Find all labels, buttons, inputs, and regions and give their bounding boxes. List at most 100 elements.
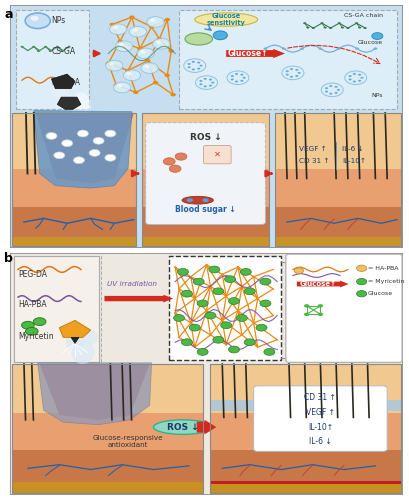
Bar <box>275 113 401 246</box>
Circle shape <box>157 38 162 40</box>
Circle shape <box>197 62 200 64</box>
Circle shape <box>318 312 323 316</box>
Text: Glucose-responsive
antioxidant: Glucose-responsive antioxidant <box>93 435 163 448</box>
Circle shape <box>358 80 361 82</box>
Bar <box>12 113 136 168</box>
Circle shape <box>182 290 192 297</box>
Circle shape <box>153 81 158 84</box>
FancyBboxPatch shape <box>204 146 231 164</box>
Circle shape <box>113 84 119 86</box>
Text: = Myricetin: = Myricetin <box>368 279 404 284</box>
Circle shape <box>32 46 35 48</box>
FancyArrow shape <box>197 420 216 434</box>
Circle shape <box>231 78 234 80</box>
Bar <box>12 482 202 492</box>
Circle shape <box>137 47 143 50</box>
Text: CS-GA chain: CS-GA chain <box>344 13 383 18</box>
Circle shape <box>306 26 310 28</box>
FancyBboxPatch shape <box>146 122 265 224</box>
Circle shape <box>133 28 138 32</box>
Text: IL-10↑: IL-10↑ <box>342 158 366 164</box>
Bar <box>12 113 136 246</box>
Circle shape <box>109 62 114 66</box>
Circle shape <box>244 288 255 294</box>
Circle shape <box>117 40 123 43</box>
Circle shape <box>357 265 367 272</box>
Circle shape <box>294 268 303 274</box>
Circle shape <box>106 60 123 71</box>
FancyBboxPatch shape <box>14 256 99 362</box>
Circle shape <box>348 75 352 77</box>
Circle shape <box>25 328 38 335</box>
Bar <box>275 208 401 236</box>
FancyArrow shape <box>226 49 285 58</box>
Circle shape <box>202 198 209 202</box>
Circle shape <box>355 22 358 24</box>
Text: Blood sugar ↓: Blood sugar ↓ <box>175 206 236 214</box>
Bar <box>142 168 270 207</box>
Bar <box>12 364 202 412</box>
Circle shape <box>337 48 341 50</box>
Bar <box>211 481 401 484</box>
Circle shape <box>150 18 155 22</box>
Circle shape <box>243 77 246 78</box>
Circle shape <box>240 80 243 82</box>
Circle shape <box>129 16 135 19</box>
Circle shape <box>358 26 361 28</box>
Circle shape <box>169 165 181 172</box>
Bar <box>211 450 401 482</box>
Circle shape <box>37 50 40 52</box>
Ellipse shape <box>65 334 85 350</box>
Circle shape <box>129 26 146 37</box>
Circle shape <box>345 71 367 85</box>
Ellipse shape <box>153 420 212 434</box>
Circle shape <box>137 48 154 59</box>
Text: IL-6 ↓: IL-6 ↓ <box>342 146 364 152</box>
Circle shape <box>338 22 341 24</box>
Text: CD 31 ↑: CD 31 ↑ <box>299 158 329 164</box>
Circle shape <box>304 304 310 308</box>
Text: NPs: NPs <box>372 93 383 98</box>
Ellipse shape <box>195 13 258 26</box>
Text: CD 31 ↑: CD 31 ↑ <box>304 394 336 402</box>
Polygon shape <box>38 363 152 424</box>
Circle shape <box>140 50 146 53</box>
Text: UV irradiation: UV irradiation <box>107 282 157 288</box>
Circle shape <box>298 72 301 74</box>
Circle shape <box>304 312 310 316</box>
Bar <box>142 208 270 236</box>
Circle shape <box>192 61 195 63</box>
Bar <box>12 412 202 450</box>
Ellipse shape <box>78 118 92 134</box>
Circle shape <box>295 75 299 77</box>
FancyArrow shape <box>297 280 349 287</box>
Bar <box>275 113 401 168</box>
Circle shape <box>337 89 340 91</box>
Polygon shape <box>36 113 134 183</box>
Circle shape <box>200 64 202 66</box>
Bar <box>142 236 270 246</box>
Circle shape <box>196 76 218 90</box>
Circle shape <box>164 74 170 77</box>
Circle shape <box>20 46 24 48</box>
Circle shape <box>113 26 118 29</box>
Text: IL-6 ↓: IL-6 ↓ <box>309 437 332 446</box>
Text: a: a <box>4 8 13 20</box>
Circle shape <box>204 78 207 80</box>
Circle shape <box>286 70 289 72</box>
Circle shape <box>199 80 202 82</box>
Bar <box>12 168 136 207</box>
FancyBboxPatch shape <box>16 10 89 110</box>
FancyBboxPatch shape <box>286 254 402 362</box>
Circle shape <box>126 72 132 76</box>
Circle shape <box>147 16 164 28</box>
Circle shape <box>74 157 84 164</box>
Circle shape <box>199 84 202 86</box>
Circle shape <box>282 66 304 80</box>
Circle shape <box>353 73 356 75</box>
Circle shape <box>164 18 170 21</box>
FancyBboxPatch shape <box>254 386 387 452</box>
Bar <box>12 236 136 246</box>
Circle shape <box>329 92 333 94</box>
Ellipse shape <box>185 33 212 45</box>
